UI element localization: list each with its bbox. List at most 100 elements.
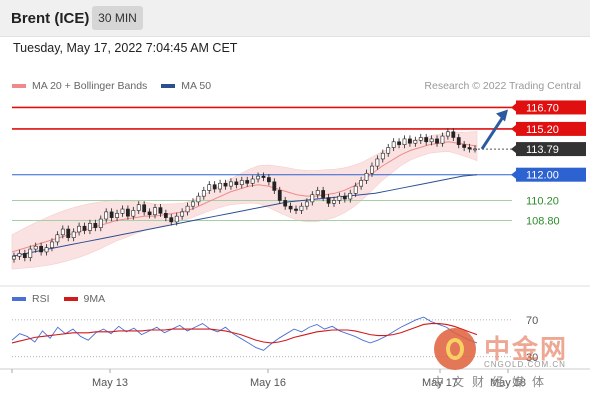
candle-body	[294, 208, 298, 211]
forecast-arrow	[480, 114, 506, 150]
candle-body	[212, 184, 217, 190]
legend-ma50: MA 50	[161, 80, 211, 92]
candle-body	[229, 181, 233, 187]
candle	[60, 225, 65, 239]
candle	[359, 176, 364, 190]
candle	[131, 206, 136, 220]
candle-body	[234, 181, 239, 186]
watermark-logo-icon	[434, 328, 476, 370]
candle	[261, 172, 266, 182]
candle-body	[55, 234, 60, 243]
candle-body	[299, 205, 304, 211]
candle-body	[326, 197, 331, 204]
candle	[473, 145, 477, 153]
candle-body	[82, 225, 87, 231]
rsi-series-9ma	[11, 322, 478, 344]
candle	[304, 198, 309, 210]
candle	[88, 219, 92, 235]
candle	[310, 191, 315, 206]
ma50-line	[11, 174, 478, 257]
candle-body	[125, 208, 130, 217]
candle	[201, 186, 206, 200]
candle	[337, 192, 342, 205]
candle	[153, 204, 157, 219]
candle-body	[50, 241, 54, 248]
candle-body	[180, 211, 185, 217]
candle-body	[169, 217, 174, 223]
candle	[12, 252, 16, 263]
copyright-text: Research © 2022 Trading Central	[424, 80, 581, 92]
candle-body	[353, 185, 358, 194]
candle	[353, 182, 358, 197]
candle	[342, 192, 347, 203]
candle-body	[473, 148, 477, 151]
candle	[39, 242, 44, 256]
legend-ma50-swatch	[161, 84, 176, 88]
candle-body	[440, 135, 445, 144]
candle-body	[239, 180, 244, 186]
rsi-level-label-70: 70	[526, 315, 538, 327]
candle	[55, 231, 60, 246]
candle-body	[71, 231, 76, 238]
candle	[142, 201, 147, 216]
candle	[413, 136, 418, 147]
candle	[332, 196, 336, 207]
timeframe-button[interactable]: 30 MIN	[92, 6, 143, 30]
candle	[229, 178, 233, 190]
candle	[283, 196, 288, 210]
candle	[77, 222, 81, 236]
candle	[408, 135, 412, 147]
candle	[348, 189, 353, 203]
level-tag-pointer	[511, 145, 516, 154]
x-tick-label: May 18	[490, 377, 526, 389]
candle	[44, 244, 49, 256]
candle-body	[201, 190, 206, 197]
candle	[196, 192, 201, 206]
candle	[326, 194, 331, 207]
candle	[147, 208, 152, 219]
candle-body	[424, 137, 429, 143]
rsi-level-label-30: 30	[526, 352, 538, 364]
candle-body	[120, 208, 125, 214]
candle-body	[66, 228, 71, 238]
candle	[120, 205, 125, 217]
candle-body	[418, 137, 423, 141]
level-tag-pointer	[511, 170, 516, 179]
watermark-chinese: 中金网	[484, 335, 569, 365]
legend-rsi: RSI	[12, 293, 50, 305]
candle	[321, 186, 326, 202]
candle	[435, 135, 439, 147]
candle	[429, 135, 434, 146]
candle-body	[364, 172, 369, 181]
chart-datetime: Tuesday, May 17, 2022 7:04:45 AM CET	[13, 41, 238, 55]
candle-body	[163, 213, 168, 218]
level-tag-115-20	[516, 121, 586, 136]
candle-body	[60, 228, 65, 236]
level-label-115-20: 115.20	[526, 124, 559, 136]
candle	[22, 249, 27, 262]
candle	[391, 138, 396, 152]
candle	[191, 198, 195, 210]
candle-body	[250, 178, 255, 184]
candle-body	[310, 194, 315, 203]
candle-body	[174, 215, 179, 223]
candle-body	[391, 141, 396, 148]
candle-body	[337, 195, 342, 201]
level-tag-116-70	[516, 100, 586, 115]
candle-body	[267, 177, 271, 183]
candle	[375, 155, 380, 170]
x-tick-label: May 16	[250, 377, 286, 389]
candle	[136, 201, 141, 215]
level-tag-112-00	[516, 167, 586, 182]
candle	[169, 214, 174, 226]
candle-body	[191, 201, 195, 207]
candle-body	[451, 131, 456, 138]
forecast-arrow-head	[496, 109, 508, 122]
candle	[250, 175, 255, 187]
candle-body	[131, 210, 136, 217]
candle	[267, 173, 271, 186]
candle	[402, 135, 407, 149]
candle	[17, 249, 22, 260]
candle	[109, 208, 114, 222]
candle	[104, 208, 109, 223]
